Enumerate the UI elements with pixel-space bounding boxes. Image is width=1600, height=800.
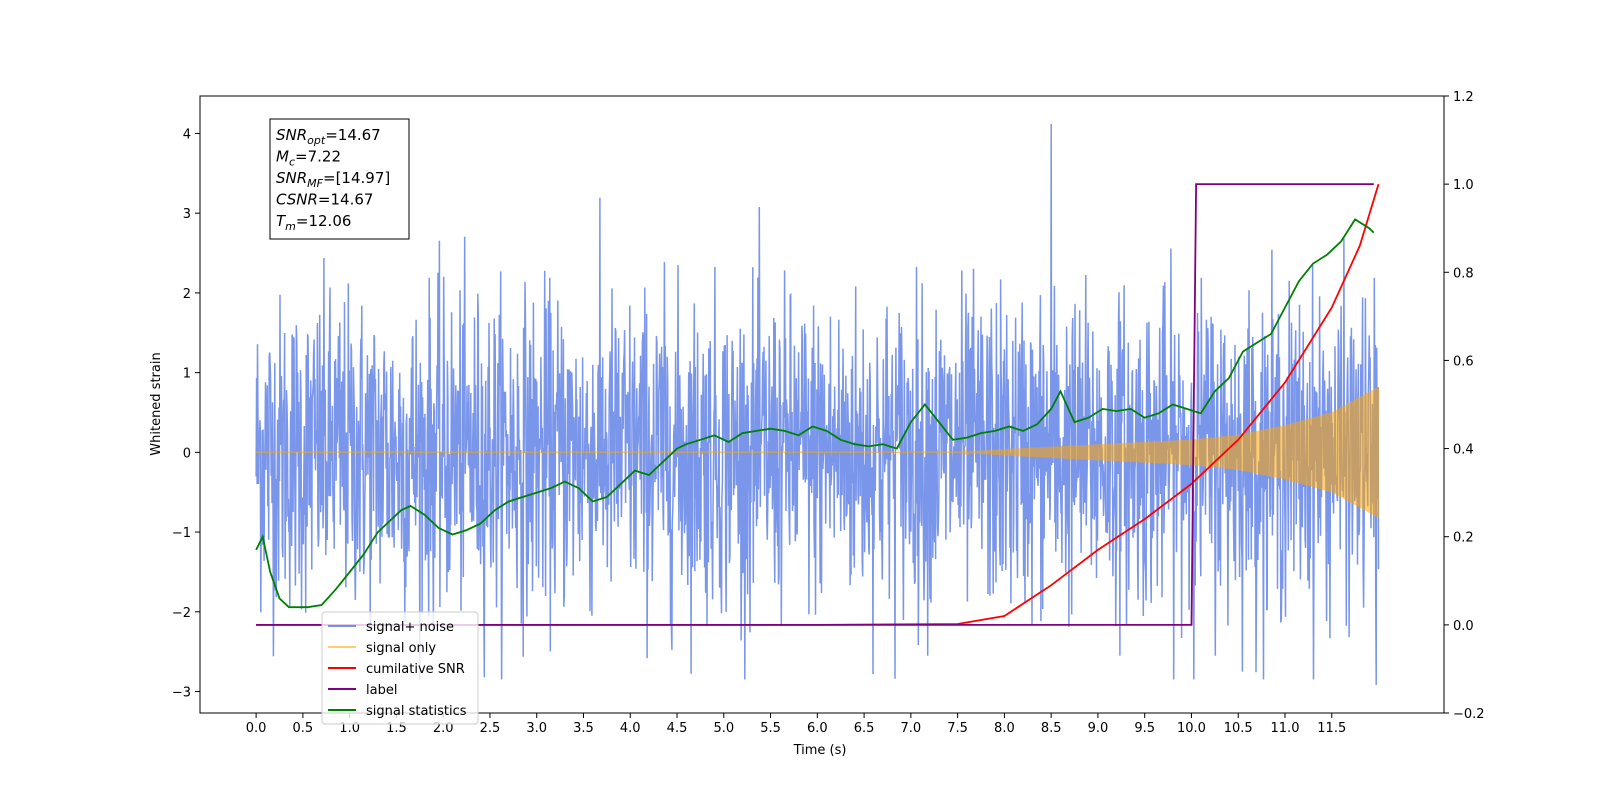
y-axis-left: −3 −2 −1 0 1 2 3 4 [172,127,200,700]
legend: signal+ noise signal only cumilative SNR la… [321,611,479,725]
y-left-tick-label: 3 [183,207,191,222]
annotation-line: Tm=12.06 [276,212,351,233]
legend-frame [321,611,479,725]
series-signal-statistics [255,218,1375,609]
x-tick-label: 9.0 [1088,721,1109,736]
series-label [256,183,1374,626]
x-tick-label: 6.5 [854,721,875,736]
x-tick-label: 4.0 [620,721,641,736]
x-tick-label: 4.5 [667,721,688,736]
annotation-frame [269,118,410,240]
y-right-tick-label: −0.2 [1453,707,1485,722]
y-right-tick-label: 0.4 [1453,443,1474,458]
y-left-tick-label: 2 [183,287,191,302]
x-axis: 0.0 0.5 1.0 1.5 2.0 2.5 3.0 3.5 4.0 4.5 5.0 5.5 6.0 6… [246,713,1346,736]
x-tick-label: 10.5 [1224,721,1253,736]
legend-label: cumilative SNR [366,662,465,677]
series-signal-noise [255,123,1380,686]
y-left-tick-label: 4 [183,127,191,142]
x-tick-label: 1.0 [339,721,360,736]
x-tick-label: 7.0 [901,721,922,736]
annotation-line: Mc=7.22 [276,148,341,169]
x-tick-label: 10.0 [1177,721,1206,736]
x-tick-label: 7.5 [947,721,968,736]
x-tick-label: 3.0 [526,721,547,736]
annotation-line: SNRMF=[14.97] [276,169,390,190]
x-tick-label: 2.5 [480,721,501,736]
annotation-box: SNRopt=14.67Mc=7.22SNRMF=[14.97]CSNR=14.… [269,118,410,240]
x-tick-label: 5.0 [713,721,734,736]
y-right-tick-label: 1.0 [1453,178,1474,193]
x-tick-label: 9.5 [1134,721,1155,736]
y-right-tick-label: 0.8 [1453,266,1474,281]
x-tick-label: 1.5 [386,721,407,736]
x-tick-label: 0.5 [293,721,314,736]
x-tick-label: 3.5 [573,721,594,736]
series-signal-only [256,386,1380,518]
y-left-tick-label: −3 [172,685,191,700]
x-tick-label: 6.0 [807,721,828,736]
x-tick-label: 8.0 [994,721,1015,736]
y-right-tick-label: 0.0 [1453,619,1474,634]
legend-label: signal only [366,641,436,656]
y-left-tick-label: 0 [183,446,191,461]
x-tick-label: 8.5 [1041,721,1062,736]
x-axis-title: Time (s) [793,743,847,758]
y-right-tick-label: 1.2 [1453,90,1474,105]
y-right-tick-label: 0.6 [1453,354,1474,369]
y-axis-title: Whitened strain [149,352,164,455]
plot-frame [199,95,1445,714]
legend-label: signal+ noise [366,620,454,635]
y-axis-right: −0.2 0.0 0.2 0.4 0.6 0.8 1.0 1.2 [1444,90,1485,722]
legend-label: signal statistics [366,704,467,719]
y-left-tick-label: 1 [183,367,191,382]
plot-series-layer [255,123,1380,686]
x-tick-label: 11.0 [1271,721,1300,736]
x-tick-label: 11.5 [1317,721,1346,736]
legend-label: label [366,683,397,698]
annotation-line: SNRopt=14.67 [276,126,381,147]
y-left-tick-label: −2 [172,606,191,621]
y-right-tick-label: 0.2 [1453,531,1474,546]
x-tick-label: 2.0 [433,721,454,736]
annotation-line: CSNR=14.67 [276,191,373,209]
x-tick-label: 0.0 [246,721,267,736]
y-left-tick-label: −1 [172,526,191,541]
x-tick-label: 5.5 [760,721,781,736]
